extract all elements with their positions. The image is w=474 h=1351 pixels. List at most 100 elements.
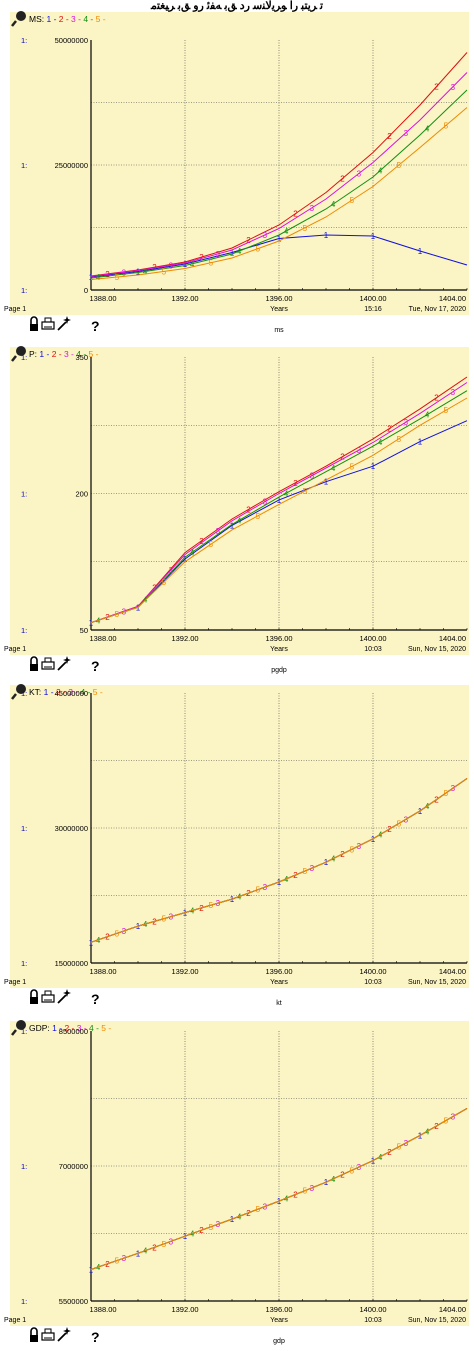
- series-line-5: [90, 397, 468, 624]
- series-marker-4: 4: [143, 267, 148, 276]
- series-marker-5: 5: [209, 540, 214, 549]
- legend: GDP: 1 - 2 - 3 - 4 - 5 -: [29, 1023, 111, 1033]
- series-marker-5: 5: [444, 406, 449, 415]
- series-marker-1: 1: [89, 619, 94, 628]
- help-icon[interactable]: ?: [91, 1329, 100, 1345]
- x-tick-label: 1404.00: [439, 294, 466, 303]
- y-scale-prefix: 1:: [21, 490, 27, 499]
- y-scale-prefix: 1:: [21, 161, 27, 170]
- series-marker-4: 4: [331, 200, 336, 209]
- legend-item-4: 4 -: [83, 14, 95, 24]
- timestamp-time: 10:03: [364, 1317, 382, 1324]
- help-icon[interactable]: ?: [91, 991, 100, 1007]
- legend-item-2: 2 -: [59, 14, 71, 24]
- x-tick-label: 1388.00: [89, 294, 116, 303]
- help-icon[interactable]: ?: [91, 658, 100, 674]
- lock-icon[interactable]: [30, 656, 38, 671]
- series-marker-1: 1: [371, 462, 376, 471]
- magic-wand-icon[interactable]: [57, 316, 71, 331]
- lock-icon[interactable]: [30, 316, 38, 331]
- series-line-5: [90, 1107, 468, 1270]
- series-marker-2: 2: [434, 394, 439, 403]
- series-marker-4: 4: [96, 1263, 101, 1272]
- series-marker-4: 4: [190, 548, 195, 557]
- series-marker-1: 1: [418, 807, 423, 816]
- series-marker-5: 5: [115, 610, 120, 619]
- series-marker-2: 2: [199, 1226, 204, 1235]
- series-marker-1: 1: [230, 1215, 235, 1224]
- series-marker-4: 4: [331, 1175, 336, 1184]
- series-marker-4: 4: [425, 1127, 430, 1136]
- print-icon[interactable]: [41, 1328, 55, 1341]
- series-marker-3: 3: [122, 268, 127, 277]
- series-marker-3: 3: [169, 913, 174, 922]
- help-icon[interactable]: ?: [91, 318, 100, 334]
- magnifier-icon[interactable]: [11, 11, 26, 27]
- series-marker-4: 4: [378, 1153, 383, 1162]
- series-marker-5: 5: [209, 259, 214, 268]
- series-marker-2: 2: [152, 1243, 157, 1252]
- series-marker-4: 4: [237, 893, 242, 902]
- series-marker-1: 1: [183, 909, 188, 918]
- series-marker-1: 1: [136, 1249, 141, 1258]
- series-marker-2: 2: [293, 1190, 298, 1199]
- series-marker-5: 5: [115, 273, 120, 282]
- y-scale-prefix: 1:: [21, 286, 27, 295]
- legend-item-5: 5 -: [96, 14, 106, 24]
- magnifier-icon[interactable]: [11, 1020, 26, 1036]
- x-tick-label: 1388.00: [89, 1305, 116, 1314]
- series-marker-3: 3: [310, 204, 315, 213]
- series-marker-2: 2: [246, 505, 251, 514]
- series-marker-5: 5: [350, 1166, 355, 1175]
- series-marker-3: 3: [216, 527, 221, 536]
- y-tick-label: 15000000: [55, 959, 88, 968]
- series-marker-4: 4: [378, 438, 383, 447]
- series-marker-2: 2: [246, 889, 251, 898]
- series-marker-3: 3: [216, 899, 221, 908]
- series-marker-5: 5: [303, 867, 308, 876]
- legend: MS: 1 - 2 - 3 - 4 - 5 -: [29, 14, 106, 24]
- series-line-1: [90, 234, 468, 278]
- legend-item-2: 2 -: [52, 349, 64, 359]
- legend-item-4: 4 -: [81, 687, 93, 697]
- print-icon[interactable]: [41, 317, 55, 330]
- y-scale-prefix: 1:: [21, 353, 27, 362]
- print-icon[interactable]: [41, 990, 55, 1003]
- series-marker-2: 2: [340, 850, 345, 859]
- y-scale-prefix: 1:: [21, 626, 27, 635]
- x-tick-label: 1404.00: [439, 967, 466, 976]
- lock-icon[interactable]: [30, 989, 38, 1004]
- magnifier-icon[interactable]: [11, 346, 26, 362]
- series-marker-5: 5: [397, 1143, 402, 1152]
- lock-icon[interactable]: [30, 1327, 38, 1342]
- series-marker-2: 2: [434, 1122, 439, 1131]
- series-marker-1: 1: [277, 1197, 282, 1206]
- x-tick-label: 1392.00: [171, 634, 198, 643]
- series-marker-3: 3: [404, 815, 409, 824]
- legend-item-1: 1 -: [39, 349, 51, 359]
- page-heading: ﺗ ﺮﻳﺘﺒ ﺭﺍ ﻮﺮﻳﻟﺎﻨﺳ ﺭﺩ ﻖﺑ ﻪﻔﺋ ﺭﻭ ﻖﺑ ﺮﻴﻐﺘﻣ: [150, 0, 323, 12]
- legend-variable: GDP:: [29, 1023, 52, 1033]
- series-marker-2: 2: [387, 1148, 392, 1157]
- series-marker-2: 2: [105, 1260, 110, 1269]
- series-marker-1: 1: [277, 878, 282, 887]
- series-marker-1: 1: [371, 1157, 376, 1166]
- series-marker-3: 3: [310, 472, 315, 481]
- magic-wand-icon[interactable]: [57, 989, 71, 1004]
- y-tick-label: 5500000: [59, 1297, 88, 1306]
- series-marker-5: 5: [115, 1257, 120, 1266]
- x-tick-label: 1400.00: [359, 294, 386, 303]
- magnifier-icon[interactable]: [11, 684, 26, 700]
- timestamp-date: Sun, Nov 15, 2020: [408, 1317, 466, 1324]
- x-tick-label: 1396.00: [265, 967, 292, 976]
- legend: P: 1 - 2 - 3 - 4 - 5 -: [29, 349, 99, 359]
- page-label: Page 1: [4, 979, 26, 986]
- series-marker-1: 1: [230, 895, 235, 904]
- series-marker-5: 5: [256, 245, 261, 254]
- magic-wand-icon[interactable]: [57, 656, 71, 671]
- magic-wand-icon[interactable]: [57, 1327, 71, 1342]
- series-marker-1: 1: [136, 922, 141, 931]
- print-icon[interactable]: [41, 657, 55, 670]
- series-marker-5: 5: [397, 161, 402, 170]
